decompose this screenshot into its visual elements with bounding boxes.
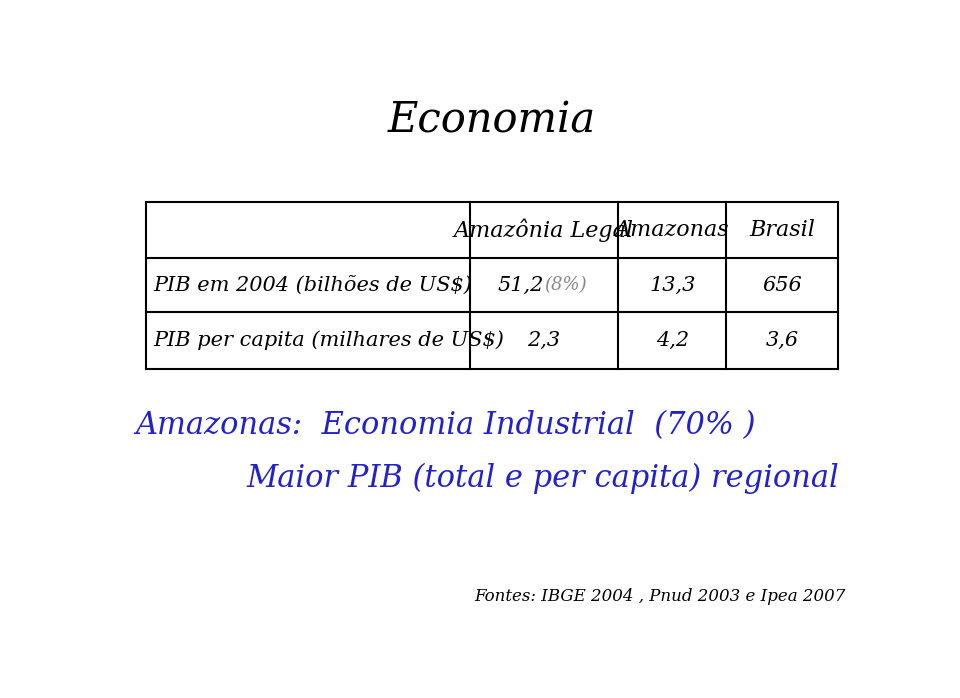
Text: PIB em 2004 (bilhões de US$): PIB em 2004 (bilhões de US$) [154,276,472,295]
Text: Economia: Economia [388,100,596,142]
Text: Maior PIB (total e per capita) regional: Maior PIB (total e per capita) regional [247,463,839,494]
Text: Fontes: IBGE 2004 , Pnud 2003 e Ipea 2007: Fontes: IBGE 2004 , Pnud 2003 e Ipea 200… [474,588,846,605]
Text: (8%): (8%) [544,276,587,295]
Text: PIB per capita (milhares de US$): PIB per capita (milhares de US$) [154,331,504,350]
Text: Brasil: Brasil [749,219,815,242]
Text: 51,2: 51,2 [497,276,544,295]
Text: 656: 656 [762,276,802,295]
Text: 2,3: 2,3 [527,331,561,350]
Text: Amazônia Legal: Amazônia Legal [454,218,635,242]
Text: 13,3: 13,3 [649,276,696,295]
Text: 4,2: 4,2 [656,331,689,350]
Text: Amazonas: Amazonas [615,219,730,242]
Text: 3,6: 3,6 [765,331,799,350]
Text: Amazonas:  Economia Industrial  (70% ): Amazonas: Economia Industrial (70% ) [134,410,756,440]
